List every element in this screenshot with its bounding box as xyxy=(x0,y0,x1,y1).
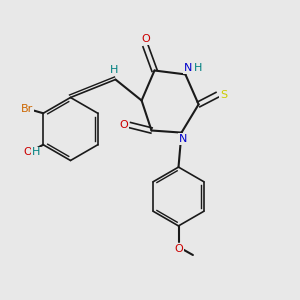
Text: O: O xyxy=(174,244,183,254)
Text: O: O xyxy=(119,120,128,130)
Text: Br: Br xyxy=(21,104,33,114)
Text: N: N xyxy=(184,63,193,73)
Text: H: H xyxy=(110,65,118,75)
Text: O: O xyxy=(23,147,32,157)
Text: S: S xyxy=(220,90,227,100)
Text: O: O xyxy=(141,34,150,44)
Text: N: N xyxy=(179,134,187,144)
Text: H: H xyxy=(194,63,202,73)
Text: H: H xyxy=(32,147,40,157)
